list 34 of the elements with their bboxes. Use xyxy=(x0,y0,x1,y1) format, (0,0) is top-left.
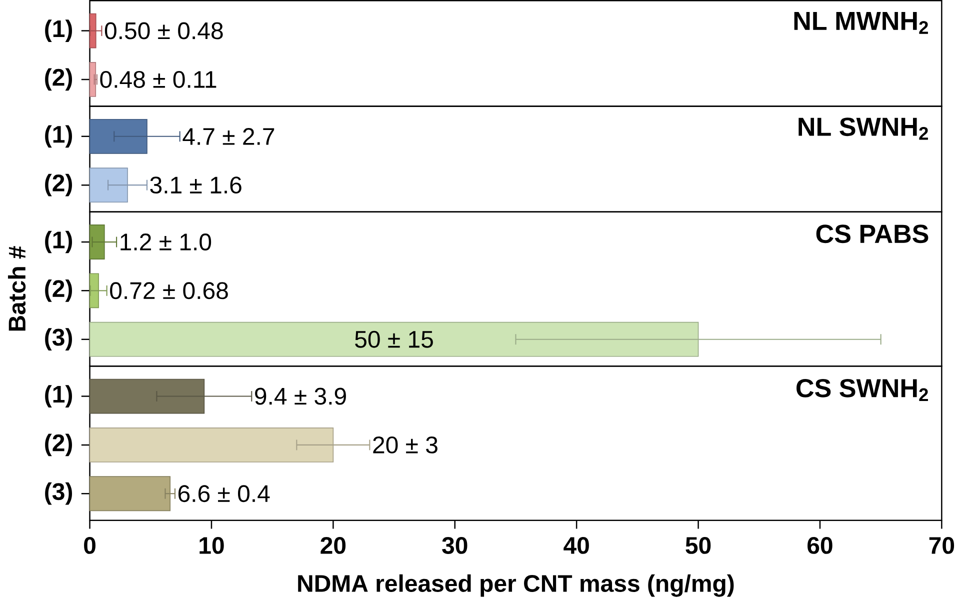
data-label: 3.1 ± 1.6 xyxy=(150,176,242,194)
x-tick-label: 10 xyxy=(200,537,224,554)
x-axis-title: NDMA released per CNT mass (ng/mg) xyxy=(298,574,734,597)
y-tick-label: (3) xyxy=(45,482,72,505)
y-tick-label: (2) xyxy=(45,280,72,302)
data-label: 20 ± 3 xyxy=(373,436,438,454)
x-tick-label: 0 xyxy=(84,537,96,554)
data-label: 9.4 ± 3.9 xyxy=(255,388,346,405)
y-tick-label: (2) xyxy=(45,434,72,456)
y-tick-label: (3) xyxy=(45,328,72,351)
annotation: CS PABS xyxy=(816,224,928,244)
y-tick-label: (1) xyxy=(45,20,72,42)
annotation: NL MWNH$_{2}$ xyxy=(794,12,928,34)
y-tick-label: (1) xyxy=(45,230,72,254)
annotation: CS SWNH$_{2}$ xyxy=(796,379,928,402)
data-label: 50 ± 15 xyxy=(355,330,433,348)
x-tick-label: 60 xyxy=(808,537,832,554)
x-tick-label: 30 xyxy=(442,537,468,554)
data-label: 0.48 ± 0.11 xyxy=(100,71,216,88)
data-label: 0.50 ± 0.48 xyxy=(104,22,223,40)
data-label: 1.2 ± 1.0 xyxy=(120,234,212,251)
data-label: 0.72 ± 0.68 xyxy=(110,282,228,300)
annotation: NL SWNH$_{2}$ xyxy=(798,118,928,140)
x-tick-label: 40 xyxy=(564,537,589,554)
y-tick-label: (1) xyxy=(45,125,72,148)
x-tick-label: 70 xyxy=(929,537,954,554)
y-tick-label: (2) xyxy=(45,174,72,196)
x-tick-label: 20 xyxy=(320,537,346,554)
data-label: 4.7 ± 2.7 xyxy=(182,128,274,145)
x-tick-label: 50 xyxy=(686,537,711,554)
y-tick-label: (1) xyxy=(45,385,72,408)
y-tick-label: (2) xyxy=(45,68,72,91)
data-label: 6.6 ± 0.4 xyxy=(178,485,270,502)
y-axis-title: Batch # xyxy=(8,246,26,331)
